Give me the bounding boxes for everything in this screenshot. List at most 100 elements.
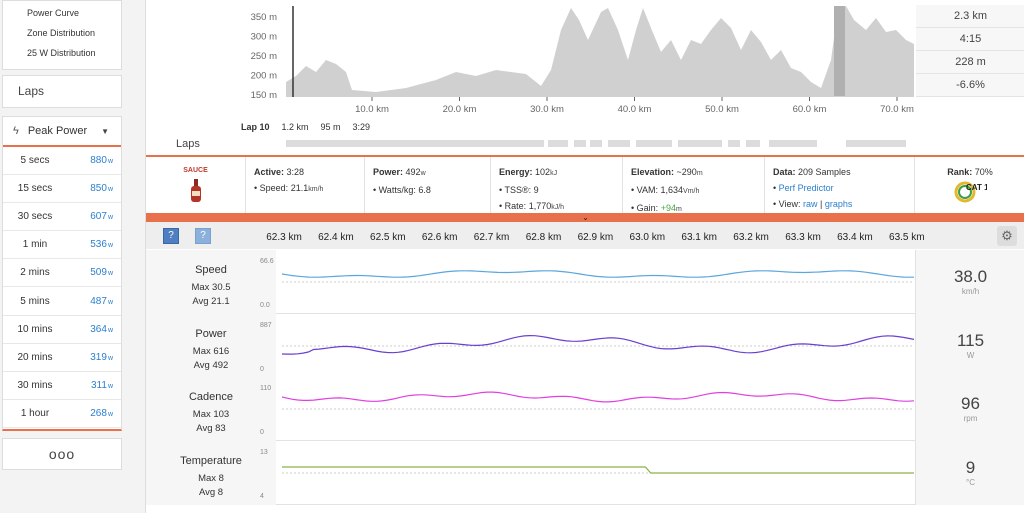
peak-row[interactable]: 10 mins 364w bbox=[3, 316, 121, 344]
lap-bar[interactable] bbox=[608, 140, 630, 147]
elevation-y-tick: 300 m bbox=[251, 32, 277, 43]
peak-row[interactable]: 30 mins 311w bbox=[3, 372, 121, 400]
distance-tick: 63.3 km bbox=[785, 232, 821, 243]
view-raw-link[interactable]: raw bbox=[803, 199, 818, 209]
stream-line-chart[interactable] bbox=[282, 381, 914, 437]
stream-power[interactable]: Power Max 616 Avg 492 887 0 115 W bbox=[146, 313, 1024, 378]
peak-row[interactable]: 15 secs 850w bbox=[3, 175, 121, 204]
vam-label: • VAM: bbox=[631, 185, 658, 195]
lap-time: 3:29 bbox=[352, 122, 371, 132]
stream-max: Max 103 bbox=[192, 409, 230, 420]
elevation-chart[interactable]: 350 m 300 m 250 m 200 m 150 m 10.0 km 20.0 km… bbox=[146, 0, 916, 155]
rank-value: 70% bbox=[974, 167, 993, 177]
lap-bar[interactable] bbox=[769, 140, 817, 147]
stream-temperature[interactable]: Temperature Max 8 Avg 8 13 4 9 °C bbox=[146, 440, 1024, 505]
lap-bar[interactable] bbox=[590, 140, 602, 147]
distance-tick: 62.6 km bbox=[421, 232, 458, 243]
menu-power-curve[interactable]: Power Curve bbox=[27, 8, 80, 18]
lap-bar[interactable] bbox=[548, 140, 568, 147]
stream-line-chart[interactable] bbox=[282, 318, 914, 374]
sauce-brand: SAUCE bbox=[183, 167, 208, 174]
more-button[interactable]: ooo bbox=[2, 438, 122, 470]
collapse-chevron-icon: ⌄ bbox=[582, 213, 589, 222]
peak-row[interactable]: 2 mins 509w bbox=[3, 259, 121, 288]
peak-row[interactable]: 1 hour 268w bbox=[3, 400, 121, 428]
stream-ymin: 0 bbox=[260, 429, 264, 436]
gear-icon[interactable]: ⚙ bbox=[997, 226, 1017, 246]
peak-row[interactable]: 5 secs 880w bbox=[3, 147, 121, 176]
lap-bar[interactable] bbox=[574, 140, 586, 147]
stream-name: Temperature bbox=[180, 454, 242, 467]
vam-value: 1,634 bbox=[660, 185, 684, 195]
data-value: 209 Samples bbox=[798, 167, 851, 177]
elevation-value: ~290 bbox=[676, 167, 697, 177]
peak-row[interactable]: 30 secs 607w bbox=[3, 203, 121, 232]
distance-tick: 62.9 km bbox=[577, 232, 614, 243]
peak-value: 850w bbox=[90, 183, 113, 195]
perf-predictor-link[interactable]: Perf Predictor bbox=[778, 183, 834, 193]
stream-current: 115 W bbox=[915, 313, 1024, 378]
cat-rank-badge-icon[interactable]: CAT 1 bbox=[953, 180, 989, 204]
elevation-x-tick: 70.0 km bbox=[880, 104, 914, 115]
peak-power-list: 5 secs 880w 15 secs 850w 30 secs 607w 1 min 536… bbox=[3, 147, 121, 428]
stream-current-unit: rpm bbox=[963, 414, 978, 423]
elevation-profile bbox=[286, 6, 914, 97]
stream-line-chart[interactable] bbox=[282, 445, 914, 501]
help-button[interactable]: ? bbox=[163, 228, 179, 244]
menu-zone-distribution[interactable]: Zone Distribution bbox=[27, 28, 96, 38]
energy-unit: kJ bbox=[550, 170, 558, 177]
lap-bar[interactable] bbox=[746, 140, 760, 147]
collapse-toggle[interactable]: ⌄ bbox=[146, 213, 1024, 222]
distance-tick: 63.0 km bbox=[629, 232, 666, 243]
peak-duration: 1 min bbox=[22, 239, 48, 251]
energy-label: Energy: bbox=[499, 167, 533, 177]
gain-unit: m bbox=[675, 206, 682, 213]
view-graphs-link[interactable]: graphs bbox=[824, 199, 853, 209]
stream-ymax: 110 bbox=[260, 385, 272, 392]
detail-toolbar: ? ? 62.3 km 62.4 km 62.5 km 62.6 km 62.7 km 6… bbox=[146, 222, 1024, 249]
stream-current: 96 rpm bbox=[915, 377, 1024, 441]
selection-summary: 2.3 km 4:15 228 m -6.6% bbox=[916, 5, 1024, 97]
elevation-label: Elevation: bbox=[631, 167, 675, 177]
peak-row[interactable]: 1 min 536w bbox=[3, 231, 121, 260]
power-value: 492 bbox=[405, 167, 421, 177]
stream-ymin: 0 bbox=[260, 365, 264, 373]
stream-max: Max 616 bbox=[192, 345, 230, 357]
peak-row[interactable]: 20 mins 319w bbox=[3, 344, 121, 372]
main-panel: 350 m 300 m 250 m 200 m 150 m 10.0 km 20.0 km… bbox=[145, 0, 1024, 513]
lap-bar[interactable] bbox=[678, 140, 710, 147]
lap-bar[interactable] bbox=[286, 140, 544, 147]
selection-range[interactable] bbox=[834, 6, 845, 96]
stream-current-value: 38.0 bbox=[953, 267, 988, 286]
svg-text:CAT 1: CAT 1 bbox=[966, 183, 987, 192]
power-stat: Power: 492w • Watts/kg: 6.8 bbox=[365, 157, 491, 213]
lap-bar[interactable] bbox=[728, 140, 740, 147]
peak-value: 311w bbox=[90, 379, 113, 391]
stream-ymin: 4 bbox=[260, 492, 264, 500]
stream-cadence[interactable]: Cadence Max 103 Avg 83 110 0 96 rpm bbox=[146, 377, 1024, 441]
lap-bar[interactable] bbox=[636, 140, 672, 147]
peak-power-dropdown[interactable]: ϟ Peak Power ▼ bbox=[3, 117, 121, 147]
rate-label: • Rate: bbox=[499, 201, 527, 211]
stream-current-value: 9 bbox=[965, 457, 976, 477]
lap-bar[interactable] bbox=[704, 140, 722, 147]
elevation-x-tick: 20.0 km bbox=[443, 104, 477, 115]
lap-bar[interactable] bbox=[846, 140, 906, 147]
peak-duration: 15 secs bbox=[17, 183, 53, 195]
menu-25w-distribution[interactable]: 25 W Distribution bbox=[27, 48, 96, 58]
stream-speed[interactable]: Speed Max 30.5 Avg 21.1 66.6 0.0 38.0 km/h bbox=[146, 250, 1024, 314]
stats-strip: SAUCE Active: 3:28 • Speed: 21.1km/h Pow… bbox=[146, 155, 1024, 213]
peak-duration: 30 mins bbox=[17, 379, 53, 391]
elevation-y-tick: 350 m bbox=[251, 12, 277, 23]
rate-unit: kJ/h bbox=[551, 204, 565, 211]
help-secondary-button[interactable]: ? bbox=[195, 228, 211, 244]
gain-label: • Gain: bbox=[631, 203, 659, 213]
distance-tick: 63.4 km bbox=[837, 232, 873, 243]
laps-section[interactable]: Laps bbox=[2, 75, 122, 108]
elevation-stat: Elevation: ~290m • VAM: 1,634Vm/h • Gain… bbox=[623, 157, 765, 213]
stream-line-chart[interactable] bbox=[282, 254, 914, 310]
elevation-x-tick: 30.0 km bbox=[530, 104, 564, 115]
elevation-x-tick: 10.0 km bbox=[355, 104, 389, 115]
distance-tick: 62.5 km bbox=[370, 232, 406, 243]
peak-row[interactable]: 5 mins 487w bbox=[3, 287, 121, 316]
